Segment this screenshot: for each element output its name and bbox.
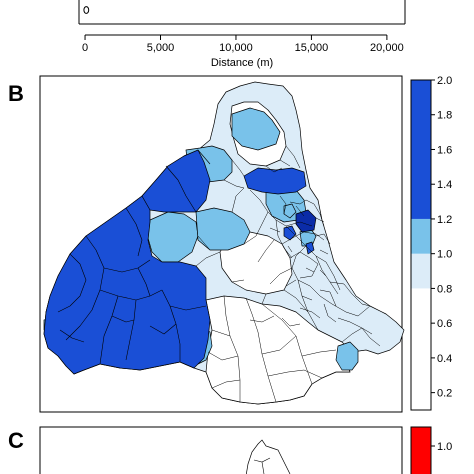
data-point [83,6,90,14]
x-axis-label: Distance (m) [211,57,273,69]
x-tick-label: 10,000 [219,42,253,54]
region-west-dark [43,195,211,375]
x-tick-label: 0 [82,42,88,54]
colorbar-b: 0.2 0.4 0.6 0.8 1.0 1.2 1.4 1.6 1.8 2.0 [410,75,452,411]
region-north-mid [231,107,281,151]
region-urban-dark-1 [295,209,317,233]
panel-letter-b: B [8,81,24,106]
colorbar-tick-label: 1.0 [437,249,452,261]
region-northeast-dark [243,167,307,195]
internal-boundaries-urban [195,145,381,403]
region-west-mid [147,211,199,263]
region-urban-dark-3 [305,241,315,255]
region-southeast-mid [335,341,359,371]
panel-letter-c: C [8,428,24,453]
panel-b: B [8,75,452,413]
x-tick-label: 15,000 [295,42,329,54]
colorbar-tick-label: 1.8 [437,110,452,122]
x-tick-label: 20,000 [370,42,404,54]
colorbar-tick-label: 0.6 [437,318,452,330]
x-axis-ticks: 0 5,000 10,000 15,000 20,000 [82,35,404,54]
panel-c-frame [39,426,403,474]
region-map-c-internal [253,457,271,474]
colorbar-tick-label: 1.6 [437,144,452,156]
colorbar-tick-label: 0.2 [437,388,452,400]
colorbar-frame [410,79,432,411]
colorbar-c-tick-label: 1.0 [437,441,452,453]
colorbar-bands [411,80,431,410]
colorbar-tick-label: 1.2 [437,214,452,226]
colorbar-band [411,288,431,410]
colorbar-tick-label: 0.4 [437,353,452,365]
region-center-mid [195,207,251,251]
colorbar-band [411,80,431,219]
colorbar-ticks: 0.2 0.4 0.6 0.8 1.0 1.2 1.4 1.6 1.8 2.0 [431,75,452,400]
colorbar-tick-label: 2.0 [437,75,452,87]
colorbar-band [411,218,431,254]
colorbar-tick-label: 0.8 [437,283,452,295]
region-map-b [43,81,405,405]
panel-c: C 1.0 [8,426,452,474]
x-tick-label: 5,000 [147,42,175,54]
colorbar-band [411,253,431,289]
region-map-c-outline [245,439,291,474]
colorbar-c-swatch [410,426,432,474]
region-urban-mid-2 [283,203,297,219]
panel-a: 0 5,000 10,000 15,000 20,000 Distance (m) [78,0,406,69]
colorbar-tick-label: 1.4 [437,179,452,191]
region-northwest-dark [141,149,211,213]
region-urban-dark-2 [283,225,297,241]
internal-boundaries-west [57,149,211,365]
